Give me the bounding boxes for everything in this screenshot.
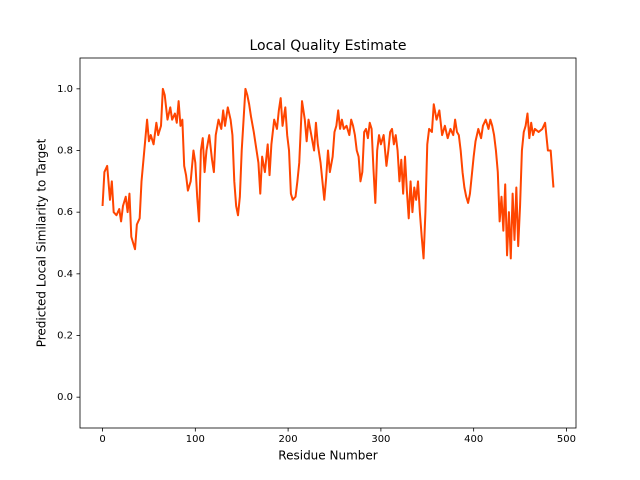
x-tick-label: 400 bbox=[464, 434, 483, 445]
y-tick-label: 0.0 bbox=[57, 392, 73, 403]
y-tick-label: 0.4 bbox=[57, 269, 73, 280]
y-tick-label: 0.8 bbox=[57, 146, 73, 157]
x-tick-label: 100 bbox=[186, 434, 205, 445]
x-tick-label: 500 bbox=[557, 434, 576, 445]
x-tick-label: 300 bbox=[371, 434, 390, 445]
x-axis-label: Residue Number bbox=[278, 449, 377, 463]
y-tick-label: 1.0 bbox=[57, 84, 73, 95]
plot-frame bbox=[79, 57, 577, 429]
y-axis-label: Predicted Local Similarity to Target bbox=[35, 138, 49, 347]
chart-title: Local Quality Estimate bbox=[249, 38, 406, 54]
x-tick-label: 0 bbox=[99, 434, 105, 445]
y-tick-label: 0.2 bbox=[57, 331, 73, 342]
series-line bbox=[101, 87, 555, 260]
y-tick-label: 0.6 bbox=[57, 207, 73, 218]
x-tick-label: 200 bbox=[279, 434, 298, 445]
